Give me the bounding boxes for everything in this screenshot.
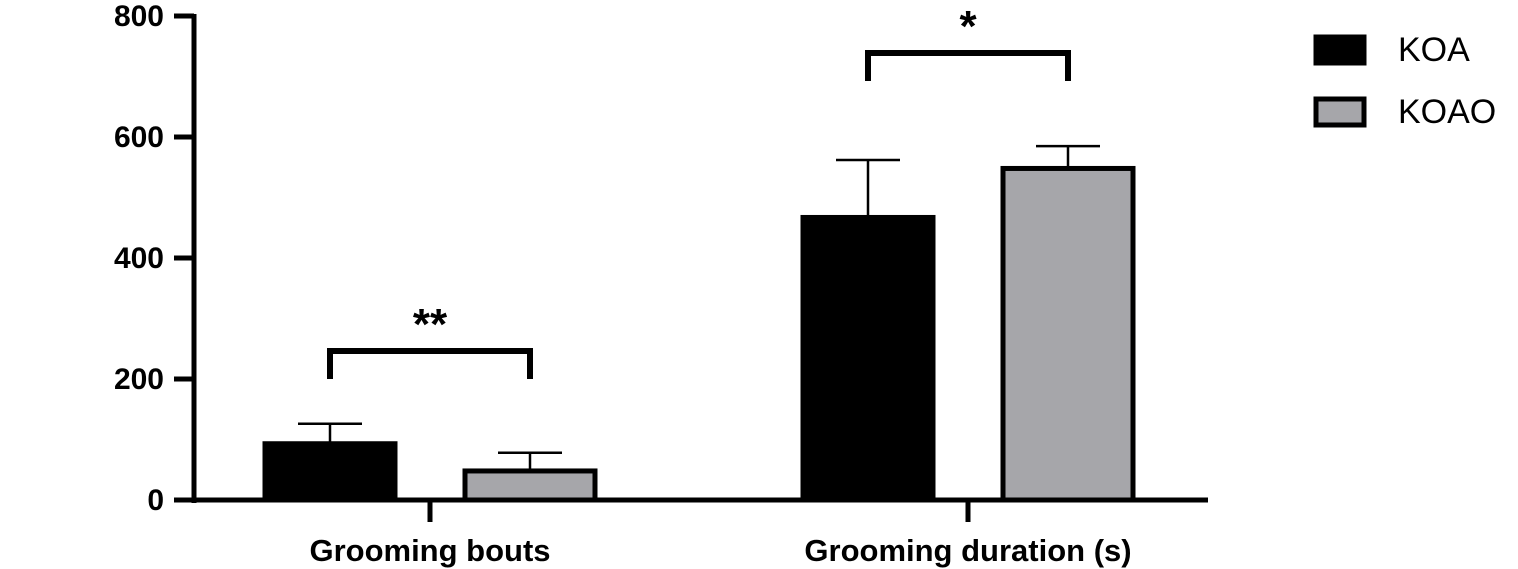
significance-label: ** [413, 300, 448, 349]
y-tick-label: 600 [114, 121, 164, 154]
bar-koa [262, 441, 398, 503]
y-axis-ticks: 0 200 400 600 800 [114, 0, 194, 517]
bars [262, 165, 1136, 503]
legend: KOA KOAO [1313, 31, 1496, 131]
legend-swatch-koao [1313, 96, 1367, 128]
y-tick-label: 0 [147, 484, 164, 517]
bar-koa [800, 214, 936, 503]
bar-koao [462, 468, 598, 503]
legend-label-koao: KOAO [1398, 93, 1496, 131]
y-tick-label: 400 [114, 242, 164, 275]
error-bars [298, 144, 1100, 471]
significance-brackets: *** [327, 2, 1071, 379]
significance-label: * [959, 2, 977, 51]
significance-bracket [865, 50, 1071, 81]
x-category-label: Grooming bouts [309, 533, 550, 568]
y-tick-label: 800 [114, 0, 164, 33]
y-tick-label: 200 [114, 363, 164, 396]
legend-swatch-koa [1313, 34, 1367, 66]
significance-bracket [327, 348, 533, 379]
legend-label-koa: KOA [1398, 31, 1470, 69]
bar-koao [1000, 165, 1136, 503]
x-axis-categories: Grooming bouts Grooming duration (s) [309, 500, 1132, 568]
x-category-label: Grooming duration (s) [804, 533, 1131, 568]
